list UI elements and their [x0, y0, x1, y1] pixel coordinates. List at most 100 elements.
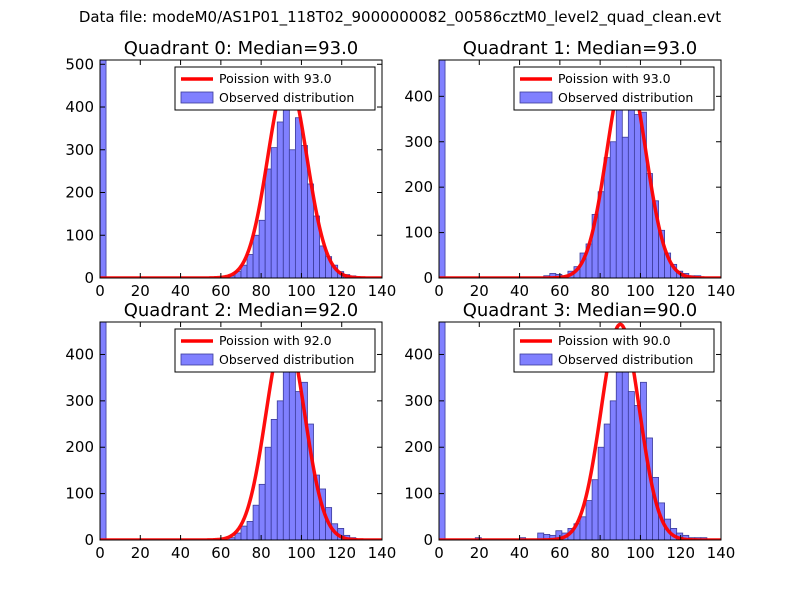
histogram-bar	[100, 60, 107, 278]
histogram-bar	[633, 405, 641, 540]
figure-suptitle: Data file: modeM0/AS1P01_118T02_90000000…	[78, 8, 722, 26]
histogram-bar	[591, 479, 599, 540]
legend-hist-swatch	[180, 91, 214, 104]
x-tick-label: 140	[707, 544, 736, 562]
poisson-curve	[100, 75, 382, 278]
legend-curve-label: Poission with 92.0	[219, 333, 332, 348]
subplot-quadrant-1: 0 20 40 60 80 100 120 140 0 100 200 300 400 Quadrant …	[404, 38, 735, 300]
histogram-bar	[270, 147, 278, 278]
axes-frame	[99, 59, 383, 279]
histogram-bar	[246, 254, 254, 278]
subplot-title: Quadrant 0: Median=93.0	[124, 38, 359, 59]
legend-box	[513, 66, 715, 111]
x-tick-label: 60	[211, 282, 230, 300]
y-tick-label: 0	[423, 269, 433, 287]
legend-hist-label: Observed distribution	[558, 352, 693, 367]
histogram-bar	[270, 419, 278, 540]
y-tick-label: 400	[65, 345, 94, 363]
x-tick-label: 20	[470, 282, 489, 300]
y-tick-label: 100	[65, 226, 94, 244]
y-tick-label: 200	[65, 184, 94, 202]
y-tick-label: 400	[404, 87, 433, 105]
histogram-bar	[246, 521, 254, 540]
histogram-bar	[640, 381, 647, 540]
x-tick-label: 100	[626, 544, 655, 562]
x-tick-label: 40	[510, 544, 529, 562]
y-tick-label: 400	[404, 345, 433, 363]
histogram-bar	[603, 423, 611, 540]
y-tick-label: 0	[84, 531, 94, 549]
x-tick-label: 0	[434, 282, 444, 300]
legend-hist-swatch	[180, 353, 214, 366]
x-tick-label: 0	[95, 544, 105, 562]
y-tick-label: 300	[404, 392, 433, 410]
histogram-bar	[264, 168, 272, 278]
histogram-bar	[609, 400, 617, 540]
legend-hist-label: Observed distribution	[219, 352, 354, 367]
legend: Poission with 93.0 Observed distribution	[174, 66, 376, 111]
x-tick-label: 20	[131, 544, 150, 562]
histogram-bar	[633, 114, 641, 278]
histogram-bar	[585, 500, 593, 540]
x-tick-label: 60	[550, 544, 569, 562]
histogram-bar	[258, 483, 266, 540]
plot-area	[439, 322, 721, 540]
histogram-bar	[288, 149, 296, 278]
histogram-bar	[621, 136, 629, 278]
plot-area	[439, 60, 721, 278]
legend-curve-label: Poission with 93.0	[558, 71, 671, 86]
x-tick-label: 120	[666, 282, 695, 300]
y-tick-label: 300	[65, 141, 94, 159]
histogram-bar	[264, 446, 272, 540]
y-tick-label: 300	[65, 392, 94, 410]
histogram-bar	[627, 91, 635, 278]
y-tick-label: 200	[404, 438, 433, 456]
x-tick-label: 20	[131, 282, 150, 300]
y-tick-label: 300	[404, 133, 433, 151]
x-tick-label: 140	[368, 544, 397, 562]
poisson-curve	[439, 66, 721, 278]
histogram-bar	[258, 219, 266, 278]
y-tick-label: 0	[84, 269, 94, 287]
x-tick-label: 120	[327, 544, 356, 562]
subplot-quadrant-0: 0 20 40 60 80 100 120 140 0 100 200 300 400 500 Quadra…	[65, 38, 396, 300]
histogram-bar	[252, 504, 260, 540]
legend: Poission with 93.0 Observed distribution	[513, 66, 715, 111]
y-tick-label: 200	[65, 438, 94, 456]
y-tick-label: 400	[65, 98, 94, 116]
histogram-bar	[252, 234, 260, 278]
histogram-bar	[240, 525, 248, 540]
legend-curve-label: Poission with 93.0	[219, 71, 332, 86]
legend: Poission with 92.0 Observed distribution	[174, 328, 376, 373]
x-tick-label: 0	[95, 282, 105, 300]
histogram-bar	[294, 391, 302, 540]
x-tick-label: 100	[287, 282, 316, 300]
y-tick-label: 0	[423, 531, 433, 549]
histogram-bar	[294, 117, 302, 278]
x-tick-label: 60	[550, 282, 569, 300]
histogram-bar	[288, 358, 296, 540]
histogram-bar	[100, 322, 107, 540]
x-tick-label: 100	[287, 544, 316, 562]
legend: Poission with 90.0 Observed distribution	[513, 328, 715, 373]
y-tick-label: 100	[65, 485, 94, 503]
histogram-bar	[276, 400, 284, 540]
histogram-bar	[609, 141, 617, 278]
histogram-bar	[627, 391, 635, 540]
legend-hist-label: Observed distribution	[558, 90, 693, 105]
x-tick-label: 80	[252, 282, 271, 300]
y-tick-label: 100	[404, 485, 433, 503]
histogram-bar	[579, 516, 587, 540]
x-tick-label: 140	[707, 282, 736, 300]
x-tick-label: 80	[252, 544, 271, 562]
histogram-bar	[615, 354, 623, 540]
x-tick-label: 140	[368, 282, 397, 300]
legend-hist-swatch	[519, 353, 553, 366]
histogram-bar	[439, 322, 446, 540]
subplot-quadrant-3: 0 20 40 60 80 100 120 140 0 100 200 300 400 Quadrant …	[404, 300, 735, 562]
plot-area	[100, 322, 382, 540]
axes-frame	[99, 321, 383, 541]
x-tick-label: 0	[434, 544, 444, 562]
x-tick-label: 40	[171, 544, 190, 562]
